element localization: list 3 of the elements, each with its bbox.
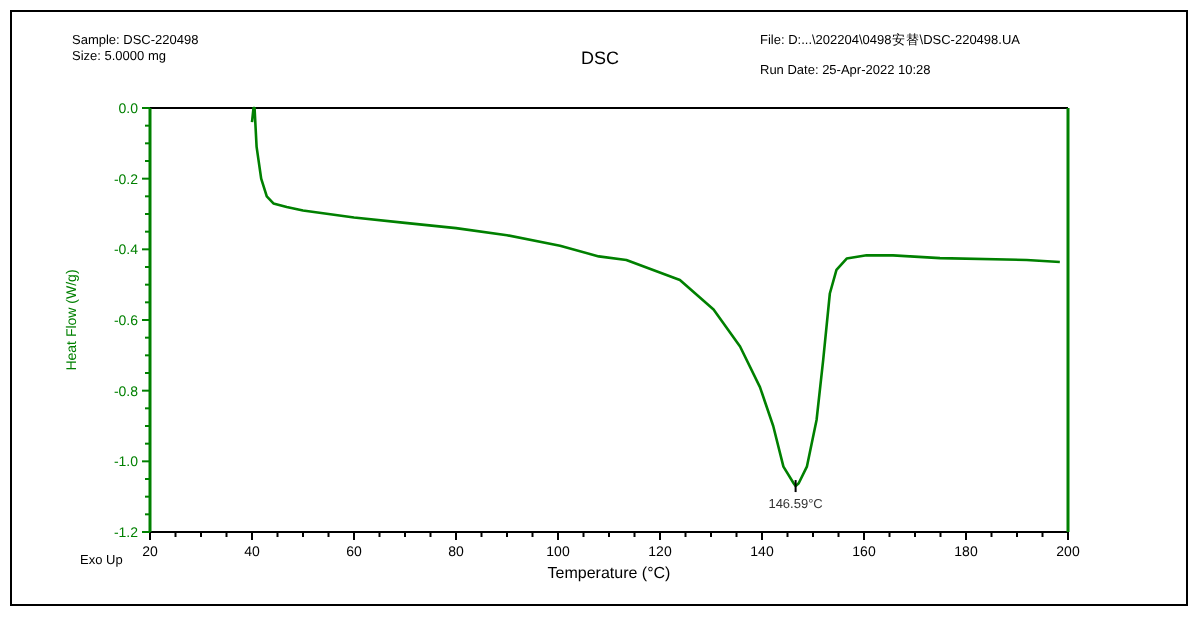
line-series — [250, 106, 1062, 488]
x-axis-title: Temperature (°C) — [547, 564, 672, 582]
chart-title: DSC — [580, 48, 620, 68]
